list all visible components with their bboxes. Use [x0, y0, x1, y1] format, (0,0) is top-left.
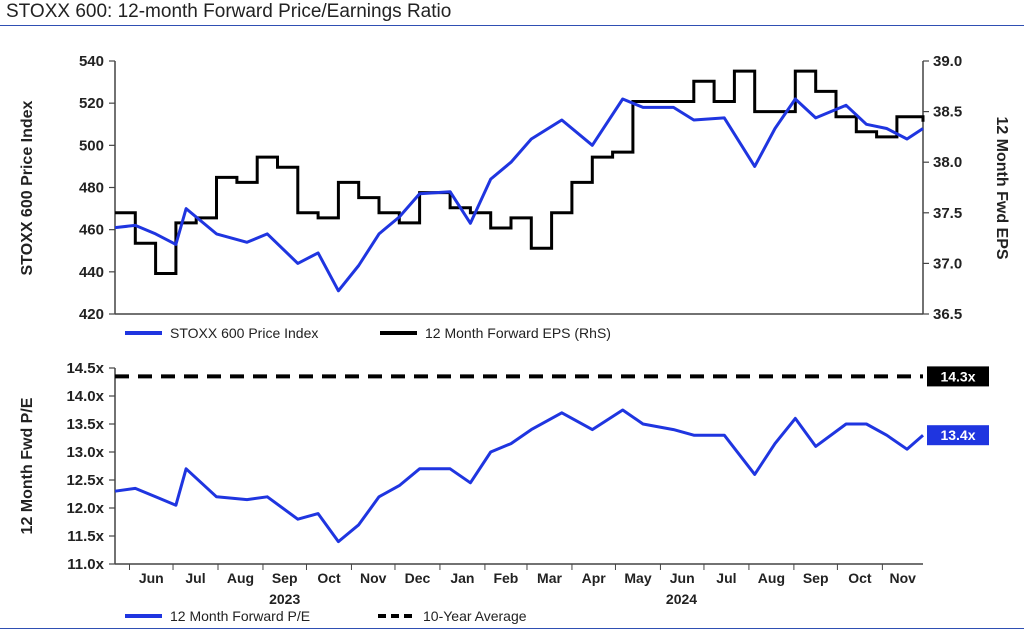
y-tick-label: 520: [79, 95, 104, 112]
y-tick-label: 500: [79, 137, 104, 154]
series-line-fwd-pe: [114, 408, 924, 544]
y2-tick-label: 36.5: [933, 306, 962, 323]
title-divider: [0, 25, 1024, 26]
pe-y-tick-label: 13.5x: [66, 416, 104, 433]
chart-title: STOXX 600: 12-month Forward Price/Earnin…: [6, 1, 452, 22]
x-month-label: Aug: [758, 570, 785, 586]
y2-tick-label: 37.0: [933, 255, 962, 272]
end-label-fwd-pe: 13.4x: [940, 427, 975, 443]
x-month-label: Jul: [716, 570, 736, 586]
y-tick-label: 440: [79, 264, 104, 281]
end-label-fwd-pe-box: [927, 425, 989, 446]
y2-tick-label: 38.5: [933, 104, 962, 121]
x-year-label-2023: 2023: [269, 591, 300, 607]
end-label-10y-average-box: [927, 366, 989, 387]
legend-label-fwd-eps: 12 Month Forward EPS (RhS): [425, 325, 611, 341]
y-tick-label: 480: [79, 180, 104, 197]
legend-label-price-index: STOXX 600 Price Index: [170, 325, 318, 341]
x-month-label: Feb: [493, 570, 518, 586]
y2-tick-label: 38.0: [933, 154, 962, 171]
y2-tick-label: 39.0: [933, 53, 962, 70]
x-month-label: Jun: [670, 570, 695, 586]
bottom-axis-label: 12 Month Fwd P/E: [19, 397, 36, 534]
pe-y-tick-label: 12.0x: [66, 500, 104, 517]
legend-label-10y-avg: 10-Year Average: [423, 608, 527, 624]
legend-label-fwd-pe: 12 Month Forward P/E: [170, 608, 310, 624]
bottom-divider: [0, 628, 1024, 629]
x-month-label: Apr: [582, 570, 607, 586]
x-month-label: Dec: [405, 570, 431, 586]
x-month-label: Nov: [360, 570, 387, 586]
x-month-label: Oct: [317, 570, 341, 586]
x-month-label: Jan: [450, 570, 474, 586]
x-month-label: Aug: [227, 570, 254, 586]
y-tick-label: 540: [79, 53, 104, 70]
end-label-10y-average: 14.3x: [940, 368, 975, 384]
x-month-label: Jun: [139, 570, 164, 586]
x-year-label-2024: 2024: [666, 591, 697, 607]
x-month-label: Oct: [848, 570, 872, 586]
y-tick-label: 420: [79, 306, 104, 323]
pe-y-tick-label: 13.0x: [66, 444, 104, 461]
pe-y-tick-label: 14.5x: [66, 360, 104, 377]
top-left-axis-label: STOXX 600 Price Index: [19, 100, 36, 275]
x-month-label: May: [624, 570, 651, 586]
x-month-label: Mar: [537, 570, 562, 586]
y-tick-label: 460: [79, 222, 104, 239]
top-right-axis-label: 12 Month Fwd EPS: [993, 116, 1010, 259]
x-month-label: Sep: [272, 570, 298, 586]
y2-tick-label: 37.5: [933, 205, 962, 222]
pe-y-tick-label: 11.0x: [67, 556, 104, 573]
series-line-price-index: [114, 97, 924, 293]
x-month-label: Sep: [803, 570, 829, 586]
pe-y-tick-label: 12.5x: [66, 472, 104, 489]
series-line-fwd-eps: [115, 69, 925, 275]
pe-y-tick-label: 14.0x: [66, 388, 104, 405]
x-month-label: Nov: [889, 570, 916, 586]
pe-y-tick-label: 11.5x: [67, 528, 104, 545]
x-month-label: Jul: [185, 570, 205, 586]
